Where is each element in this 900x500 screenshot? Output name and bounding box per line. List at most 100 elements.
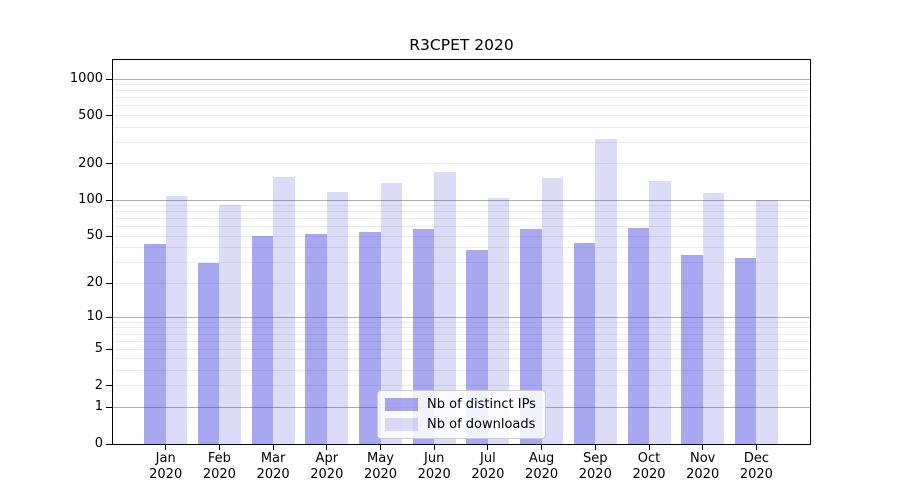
y-axis-tick-label: 200 (78, 155, 103, 171)
minor-gridline (113, 235, 810, 237)
bar-downloads (487, 197, 510, 444)
y-axis-tick-label: 1000 (69, 71, 103, 86)
x-tick-mark (487, 445, 489, 450)
y-tick-mark (106, 163, 113, 165)
x-axis-tick-year-label: 2020 (471, 467, 505, 482)
x-tick-mark (755, 445, 757, 450)
minor-gridline (113, 262, 810, 264)
legend-item-downloads: Nb of downloads (385, 416, 536, 433)
x-axis-tick-year-label: 2020 (149, 467, 183, 482)
legend-swatch-distinct-ips (385, 398, 418, 411)
x-tick-mark (702, 445, 704, 450)
major-gridline (113, 78, 810, 80)
minor-gridline (113, 97, 810, 99)
legend-item-distinct-ips: Nb of distinct IPs (385, 396, 536, 413)
legend: Nb of distinct IPs Nb of downloads (377, 390, 546, 439)
x-axis-tick-year-label: 2020 (417, 467, 451, 482)
bar-distinct-ips (681, 254, 703, 444)
x-axis-tick-label: Nov (690, 451, 716, 466)
x-tick-mark (218, 445, 220, 450)
minor-gridline (113, 105, 810, 107)
bar-downloads (702, 192, 725, 444)
x-axis-tick-year-label: 2020 (739, 467, 773, 482)
minor-gridline (113, 327, 810, 329)
x-axis-tick-label: Jun (424, 451, 445, 466)
x-axis-tick-label: Sep (583, 451, 608, 466)
minor-gridline (113, 340, 810, 342)
x-tick-mark (648, 445, 650, 450)
y-tick-mark (106, 115, 113, 117)
y-tick-mark (106, 385, 113, 387)
bar-distinct-ips (197, 262, 220, 444)
y-axis-tick-label: 1 (94, 399, 103, 415)
bar-distinct-ips (627, 227, 649, 444)
minor-gridline (113, 218, 810, 220)
bar-distinct-ips (734, 257, 757, 444)
bar-downloads (273, 177, 295, 444)
minor-gridline (113, 226, 810, 228)
x-tick-mark (433, 445, 435, 450)
minor-gridline (113, 358, 810, 360)
bar-downloads (219, 204, 241, 444)
y-tick-mark (106, 443, 113, 445)
y-axis-tick-label: 5 (94, 341, 103, 357)
bar-downloads (380, 182, 402, 444)
bar-downloads (595, 139, 617, 444)
minor-gridline (113, 333, 810, 335)
legend-label-distinct-ips: Nb of distinct IPs (427, 397, 536, 412)
x-axis-tick-year-label: 2020 (525, 467, 559, 482)
bar-downloads (541, 177, 564, 444)
minor-gridline (113, 370, 810, 372)
x-axis-tick-label: Dec (743, 451, 769, 466)
major-gridline (113, 316, 810, 318)
minor-gridline (113, 163, 810, 165)
y-tick-mark (106, 235, 113, 237)
minor-gridline (113, 205, 810, 207)
x-axis-tick-year-label: 2020 (310, 467, 344, 482)
bar-downloads (434, 171, 456, 444)
y-axis-tick-label: 500 (78, 107, 103, 123)
chart-title: R3CPET 2020 (409, 36, 514, 54)
x-axis-tick-label: Oct (637, 451, 661, 466)
bar-downloads (165, 196, 188, 444)
x-axis-tick-label: May (367, 451, 394, 466)
x-axis-tick-label: Mar (260, 451, 286, 466)
x-tick-mark (380, 445, 381, 450)
minor-gridline (113, 90, 810, 92)
x-axis-tick-label: Aug (528, 451, 555, 466)
y-tick-mark (106, 316, 113, 318)
x-tick-mark (541, 445, 543, 450)
major-gridline (113, 199, 810, 201)
minor-gridline (113, 211, 810, 213)
y-axis-tick-label: 10 (86, 309, 103, 325)
bar-distinct-ips (144, 244, 166, 444)
minor-gridline (113, 247, 810, 249)
minor-gridline (113, 141, 810, 143)
x-axis-tick-label: Feb (207, 451, 231, 466)
minor-gridline (113, 348, 810, 350)
minor-gridline (113, 84, 810, 86)
y-axis-tick-label: 100 (78, 192, 103, 208)
plot-area: 0 1 2 5 10 20 50 100 200 500 1000 Jan 2020 Feb 2020 Mar… (70, 59, 811, 482)
bar-downloads (649, 180, 671, 444)
minor-gridline (113, 282, 810, 284)
y-tick-mark (106, 199, 113, 201)
y-tick-mark (106, 282, 113, 284)
minor-gridline (113, 115, 810, 117)
x-axis-tick-year-label: 2020 (363, 467, 398, 482)
bar-distinct-ips (251, 236, 274, 444)
legend-label-downloads: Nb of downloads (427, 417, 536, 432)
y-axis-tick-label: 20 (86, 275, 103, 291)
bar-downloads (756, 200, 778, 444)
x-axis-tick-label: Apr (315, 451, 339, 466)
minor-gridline (113, 385, 810, 387)
x-axis-tick-year-label: 2020 (632, 467, 666, 482)
x-axis-tick-year-label: 2020 (578, 467, 612, 482)
y-axis-tick-label: 2 (94, 377, 103, 393)
bar-distinct-ips (573, 242, 596, 444)
x-tick-mark (272, 445, 274, 450)
x-axis-tick-label: Jan (155, 451, 176, 466)
legend-swatch-downloads (385, 418, 418, 431)
y-tick-mark (106, 348, 113, 350)
